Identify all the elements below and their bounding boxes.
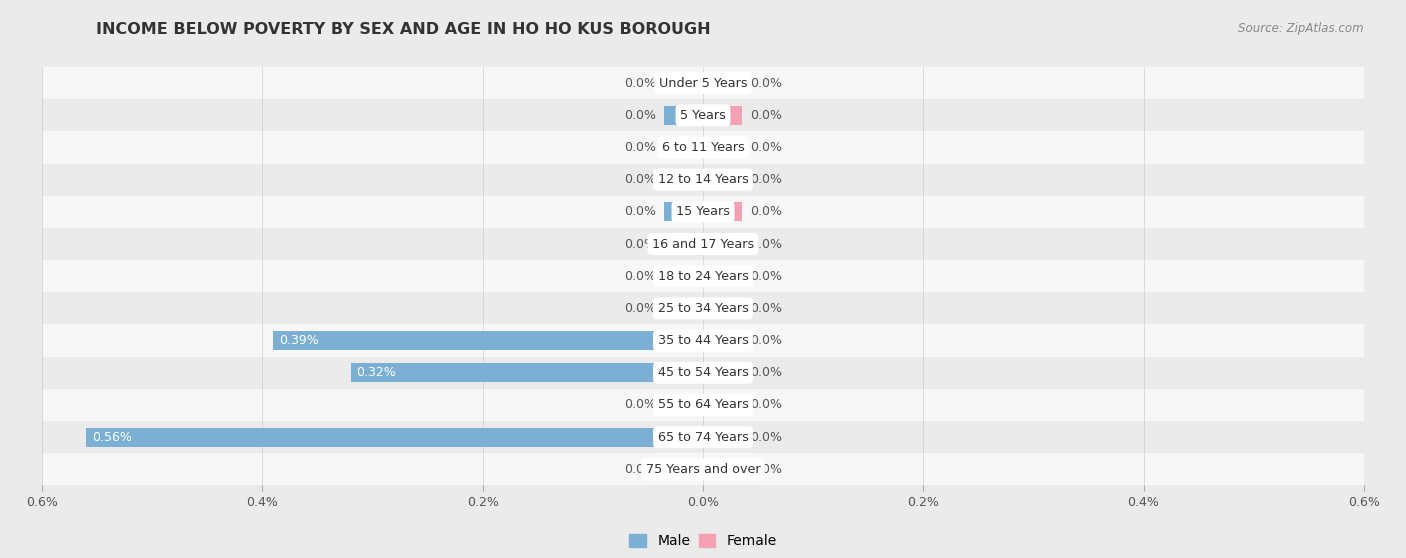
- Text: 0.0%: 0.0%: [751, 334, 782, 347]
- Text: 0.0%: 0.0%: [751, 302, 782, 315]
- Bar: [42, 389, 1364, 421]
- Bar: [665, 235, 703, 253]
- Text: 0.0%: 0.0%: [624, 141, 655, 154]
- Text: Under 5 Years: Under 5 Years: [658, 76, 748, 89]
- Text: 0.0%: 0.0%: [624, 270, 655, 283]
- Text: 0.0%: 0.0%: [751, 205, 782, 218]
- Text: 0.0%: 0.0%: [624, 76, 655, 89]
- Bar: [42, 228, 1364, 260]
- Text: 0.0%: 0.0%: [624, 173, 655, 186]
- Bar: [42, 99, 1364, 131]
- Bar: [86, 428, 703, 446]
- Text: INCOME BELOW POVERTY BY SEX AND AGE IN HO HO KUS BOROUGH: INCOME BELOW POVERTY BY SEX AND AGE IN H…: [96, 22, 710, 37]
- Bar: [42, 357, 1364, 389]
- Text: 12 to 14 Years: 12 to 14 Years: [658, 173, 748, 186]
- Bar: [665, 203, 703, 221]
- Legend: Male, Female: Male, Female: [624, 529, 782, 554]
- Text: 75 Years and over: 75 Years and over: [645, 463, 761, 476]
- Text: 0.0%: 0.0%: [751, 141, 782, 154]
- Text: 15 Years: 15 Years: [676, 205, 730, 218]
- Bar: [665, 299, 703, 318]
- Text: 0.0%: 0.0%: [751, 398, 782, 411]
- Text: 0.0%: 0.0%: [751, 109, 782, 122]
- Text: 6 to 11 Years: 6 to 11 Years: [662, 141, 744, 154]
- Text: 0.0%: 0.0%: [751, 76, 782, 89]
- Bar: [42, 163, 1364, 196]
- Text: 0.0%: 0.0%: [624, 205, 655, 218]
- Bar: [665, 396, 703, 414]
- Text: 55 to 64 Years: 55 to 64 Years: [658, 398, 748, 411]
- Bar: [665, 74, 703, 93]
- Bar: [703, 299, 741, 318]
- Text: 0.0%: 0.0%: [624, 302, 655, 315]
- Bar: [42, 67, 1364, 99]
- Bar: [703, 460, 741, 479]
- Bar: [703, 363, 741, 382]
- Bar: [703, 267, 741, 286]
- Bar: [42, 453, 1364, 485]
- Text: 0.0%: 0.0%: [751, 270, 782, 283]
- Bar: [703, 106, 741, 124]
- Bar: [703, 74, 741, 93]
- Text: 0.0%: 0.0%: [624, 238, 655, 251]
- Text: Source: ZipAtlas.com: Source: ZipAtlas.com: [1239, 22, 1364, 35]
- Bar: [42, 131, 1364, 163]
- Bar: [42, 421, 1364, 453]
- Bar: [703, 331, 741, 350]
- Bar: [665, 170, 703, 189]
- Text: 45 to 54 Years: 45 to 54 Years: [658, 366, 748, 379]
- Bar: [703, 428, 741, 446]
- Bar: [703, 170, 741, 189]
- Text: 0.56%: 0.56%: [91, 431, 132, 444]
- Text: 35 to 44 Years: 35 to 44 Years: [658, 334, 748, 347]
- Bar: [42, 260, 1364, 292]
- Text: 0.0%: 0.0%: [624, 109, 655, 122]
- Bar: [665, 267, 703, 286]
- Bar: [273, 331, 703, 350]
- Text: 16 and 17 Years: 16 and 17 Years: [652, 238, 754, 251]
- Text: 0.0%: 0.0%: [624, 463, 655, 476]
- Bar: [42, 292, 1364, 325]
- Bar: [42, 196, 1364, 228]
- Text: 0.0%: 0.0%: [751, 431, 782, 444]
- Bar: [703, 203, 741, 221]
- Text: 25 to 34 Years: 25 to 34 Years: [658, 302, 748, 315]
- Text: 0.32%: 0.32%: [356, 366, 396, 379]
- Bar: [703, 138, 741, 157]
- Bar: [42, 325, 1364, 357]
- Text: 0.0%: 0.0%: [751, 173, 782, 186]
- Text: 0.0%: 0.0%: [751, 238, 782, 251]
- Text: 0.0%: 0.0%: [751, 366, 782, 379]
- Bar: [665, 106, 703, 124]
- Text: 65 to 74 Years: 65 to 74 Years: [658, 431, 748, 444]
- Bar: [703, 396, 741, 414]
- Text: 0.39%: 0.39%: [278, 334, 319, 347]
- Text: 0.0%: 0.0%: [624, 398, 655, 411]
- Text: 18 to 24 Years: 18 to 24 Years: [658, 270, 748, 283]
- Text: 5 Years: 5 Years: [681, 109, 725, 122]
- Bar: [350, 363, 703, 382]
- Bar: [665, 460, 703, 479]
- Bar: [665, 138, 703, 157]
- Text: 0.0%: 0.0%: [751, 463, 782, 476]
- Bar: [703, 235, 741, 253]
